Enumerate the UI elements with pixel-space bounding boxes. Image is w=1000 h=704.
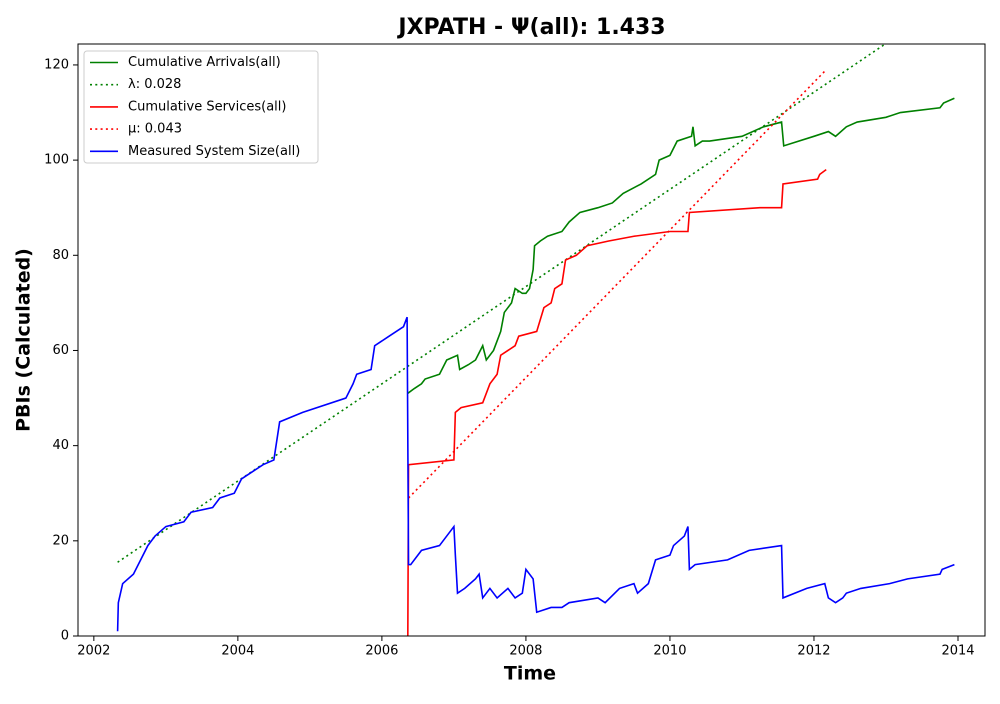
x-tick-label: 2004 (221, 644, 254, 659)
legend-label: Cumulative Services(all) (128, 99, 286, 114)
plot-frame (77, 43, 986, 637)
legend: Cumulative Arrivals(all) λ: 0.028 Cumulati… (83, 50, 319, 164)
legend-box (83, 50, 319, 164)
y-tick-label: 20 (52, 533, 69, 548)
x-tick-label: 2002 (77, 644, 110, 659)
legend-label: Measured System Size(all) (128, 144, 300, 159)
y-tick-label: 100 (44, 153, 69, 168)
y-tick-label: 120 (44, 57, 69, 72)
y-tick-label: 80 (52, 248, 69, 263)
legend-label: Cumulative Arrivals(all) (128, 55, 281, 70)
legend-label: λ: 0.028 (128, 77, 181, 92)
x-tick-label: 2006 (365, 644, 398, 659)
y-axis-label: PBIs (Calculated) (13, 248, 35, 432)
x-tick-label: 2012 (797, 644, 830, 659)
series-line (116, 316, 955, 632)
y-tick-label: 60 (52, 343, 69, 358)
x-tick-label: 2014 (941, 644, 974, 659)
y-tick-label: 0 (61, 629, 69, 644)
series-line (407, 97, 955, 394)
x-tick-label: 2010 (653, 644, 686, 659)
y-tick-label: 40 (52, 438, 69, 453)
series-line (407, 69, 827, 499)
series-line (407, 168, 827, 636)
x-axis-label: Time (504, 663, 556, 685)
legend-label: μ: 0.043 (128, 122, 182, 137)
x-tick-label: 2008 (509, 644, 542, 659)
chart-title: JXPATH - Ψ(all): 1.433 (396, 15, 665, 40)
